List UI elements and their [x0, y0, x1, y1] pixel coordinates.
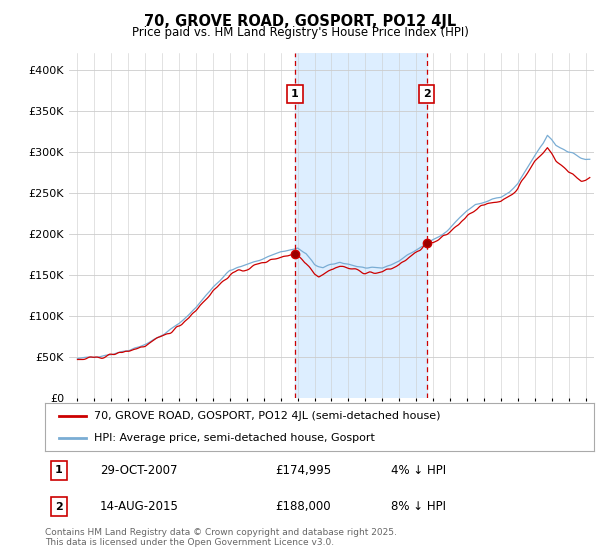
- Text: £188,000: £188,000: [275, 500, 331, 513]
- Text: 29-OCT-2007: 29-OCT-2007: [100, 464, 178, 477]
- Text: 70, GROVE ROAD, GOSPORT, PO12 4JL: 70, GROVE ROAD, GOSPORT, PO12 4JL: [144, 14, 456, 29]
- Text: 4% ↓ HPI: 4% ↓ HPI: [391, 464, 446, 477]
- Text: £174,995: £174,995: [275, 464, 332, 477]
- Text: Price paid vs. HM Land Registry's House Price Index (HPI): Price paid vs. HM Land Registry's House …: [131, 26, 469, 39]
- Text: 14-AUG-2015: 14-AUG-2015: [100, 500, 179, 513]
- Text: 1: 1: [291, 89, 299, 99]
- Bar: [295, 53, 427, 398]
- Text: 1: 1: [55, 465, 62, 475]
- Text: HPI: Average price, semi-detached house, Gosport: HPI: Average price, semi-detached house,…: [94, 433, 375, 443]
- Text: 2: 2: [55, 502, 62, 511]
- Text: 70, GROVE ROAD, GOSPORT, PO12 4JL (semi-detached house): 70, GROVE ROAD, GOSPORT, PO12 4JL (semi-…: [94, 411, 441, 421]
- Text: 2: 2: [423, 89, 431, 99]
- Text: 8% ↓ HPI: 8% ↓ HPI: [391, 500, 446, 513]
- Text: Contains HM Land Registry data © Crown copyright and database right 2025.
This d: Contains HM Land Registry data © Crown c…: [45, 528, 397, 547]
